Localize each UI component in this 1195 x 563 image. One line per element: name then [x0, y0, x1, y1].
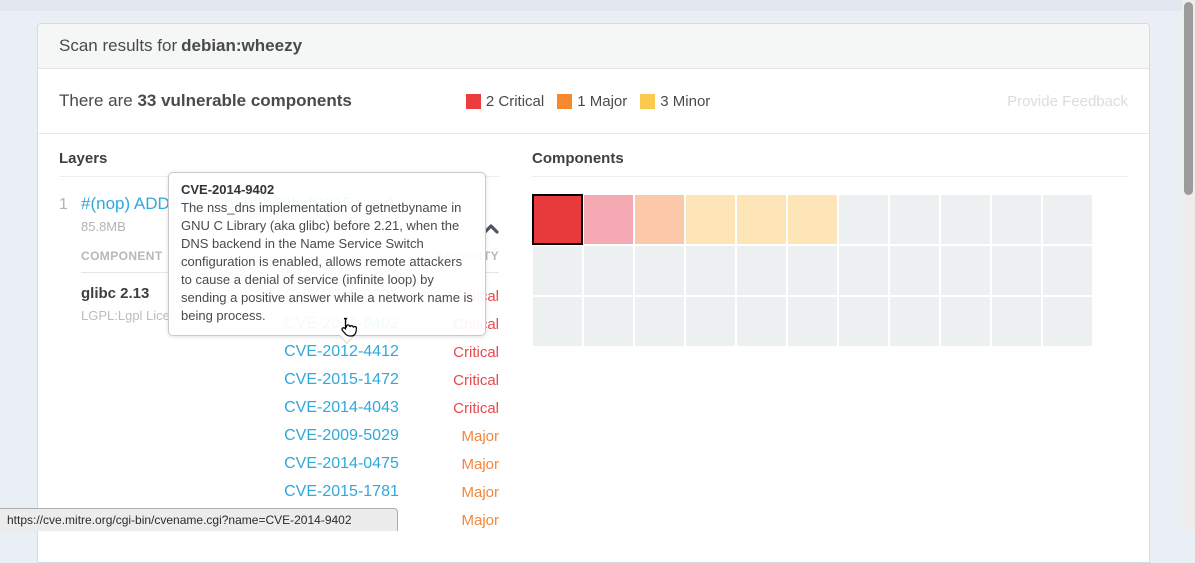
component-info: glibc 2.13 LGPL:Lgpl License — [81, 282, 244, 534]
heatmap-cell[interactable] — [940, 245, 991, 296]
heatmap-cell[interactable] — [1042, 194, 1093, 245]
severity-label: Major — [461, 427, 499, 445]
components-panel: Components — [532, 134, 1128, 534]
heatmap-cell[interactable] — [583, 245, 634, 296]
page-scrollbar[interactable] — [1182, 0, 1195, 532]
heatmap-cell[interactable] — [991, 194, 1042, 245]
heatmap-cell[interactable] — [991, 245, 1042, 296]
heatmap-cell[interactable] — [787, 194, 838, 245]
heatmap-cell[interactable] — [838, 194, 889, 245]
legend-swatch — [465, 93, 481, 109]
heatmap-cell[interactable] — [940, 194, 991, 245]
status-url: https://cve.mitre.org/cgi-bin/cvename.cg… — [7, 513, 352, 527]
components-heatmap — [532, 194, 1128, 347]
severity-label: Critical — [453, 343, 499, 361]
tooltip-body: The nss_dns implementation of getnetbyna… — [181, 200, 473, 323]
heatmap-cell[interactable] — [889, 245, 940, 296]
vulnerability-row: CVE-2015-1472 Critical — [244, 366, 499, 394]
severity-label: Major — [461, 455, 499, 473]
heatmap-cell[interactable] — [889, 194, 940, 245]
vulnerability-row: CVE-2015-1781 Major — [244, 478, 499, 506]
heatmap-cell[interactable] — [532, 194, 583, 245]
provide-feedback-link[interactable]: Provide Feedback — [1007, 92, 1128, 110]
legend-swatch — [557, 93, 573, 109]
tooltip-arrow — [339, 334, 355, 344]
heatmap-cell[interactable] — [532, 296, 583, 347]
components-heading: Components — [532, 134, 1128, 177]
legend-label: 2 Critical — [485, 92, 545, 110]
legend-item: 3 Minor — [640, 93, 710, 110]
browser-status-bar: https://cve.mitre.org/cgi-bin/cvename.cg… — [0, 508, 398, 531]
severity-label: Critical — [453, 399, 499, 417]
cve-link[interactable]: CVE-2015-1781 — [284, 483, 399, 500]
layer-size: 85.8MB — [81, 219, 126, 234]
cve-link[interactable]: CVE-2014-0475 — [284, 455, 399, 472]
legend-item: 1 Major — [557, 93, 627, 110]
heatmap-cell[interactable] — [889, 296, 940, 347]
heatmap-cell[interactable] — [940, 296, 991, 347]
heatmap-cell[interactable] — [634, 194, 685, 245]
tooltip-title: CVE-2014-9402 — [181, 182, 275, 197]
summary-prefix: There are — [59, 91, 133, 110]
vulnerability-row: CVE-2014-4043 Critical — [244, 394, 499, 422]
scrollbar-thumb[interactable] — [1184, 2, 1193, 195]
legend-label: 3 Minor — [660, 92, 711, 110]
image-name: debian:wheezy — [181, 36, 303, 55]
heatmap-cell[interactable] — [1042, 245, 1093, 296]
cve-link[interactable]: CVE-2009-5029 — [284, 427, 399, 444]
severity-label: Critical — [453, 371, 499, 389]
cve-link[interactable]: CVE-2014-4043 — [284, 399, 399, 416]
vulnerable-count: 33 vulnerable components — [137, 91, 352, 110]
heatmap-cell[interactable] — [736, 296, 787, 347]
cve-tooltip: CVE-2014-9402 The nss_dns implementation… — [168, 172, 486, 344]
vulnerability-row: Major — [244, 506, 499, 534]
vulnerability-row: CVE-2012-4412 Critical — [244, 338, 499, 366]
heatmap-cell[interactable] — [991, 296, 1042, 347]
scan-results-card: Scan results for debian:wheezy There are… — [37, 23, 1150, 563]
severity-label: Major — [461, 483, 499, 501]
card-header: Scan results for debian:wheezy — [38, 24, 1149, 69]
legend-swatch — [640, 93, 656, 109]
card-title-prefix: Scan results for — [59, 36, 178, 55]
severity-label: Major — [461, 511, 499, 529]
heatmap-cell[interactable] — [634, 245, 685, 296]
heatmap-cell[interactable] — [583, 194, 634, 245]
component-name: glibc 2.13 — [81, 285, 150, 302]
chevron-up-icon[interactable] — [483, 223, 499, 235]
layer-number: 1 — [59, 196, 68, 213]
heatmap-cell[interactable] — [736, 245, 787, 296]
heatmap-cell[interactable] — [787, 245, 838, 296]
heatmap-cell[interactable] — [787, 296, 838, 347]
heatmap-cell[interactable] — [685, 296, 736, 347]
legend-label: 1 Major — [577, 92, 628, 110]
heatmap-cell[interactable] — [634, 296, 685, 347]
layers-heading: Layers — [59, 134, 499, 177]
cve-link[interactable]: CVE-2012-4412 — [284, 343, 399, 360]
heatmap-cell[interactable] — [685, 245, 736, 296]
component-license: LGPL:Lgpl License — [81, 308, 191, 323]
heatmap-cell[interactable] — [736, 194, 787, 245]
legend-item: 2 Critical — [465, 92, 545, 110]
summary-row: There are 33 vulnerable components 2 Cri… — [38, 69, 1149, 134]
vulnerability-row: CVE-2009-5029 Major — [244, 422, 499, 450]
heatmap-cell[interactable] — [838, 296, 889, 347]
heatmap-cell[interactable] — [583, 296, 634, 347]
severity-legend: 2 Critical 1 Major 3 Minor — [465, 92, 723, 110]
summary-text: There are 33 vulnerable components — [59, 91, 352, 111]
heatmap-cell[interactable] — [685, 194, 736, 245]
heatmap-cell[interactable] — [532, 245, 583, 296]
heatmap-cell[interactable] — [1042, 296, 1093, 347]
component-column-header: COMPONENT — [81, 249, 163, 263]
mouse-pointer-cursor — [341, 317, 358, 337]
page-background-strip — [0, 0, 1195, 11]
cve-link[interactable]: CVE-2015-1472 — [284, 371, 399, 388]
vulnerability-row: CVE-2014-0475 Major — [244, 450, 499, 478]
heatmap-cell[interactable] — [838, 245, 889, 296]
content-area: Layers 1 #(nop) ADD file:...8b50bb80fe02… — [38, 134, 1149, 534]
